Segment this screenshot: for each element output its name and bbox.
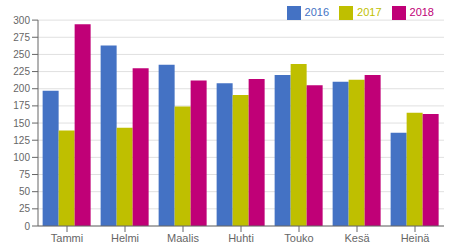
svg-text:275: 275 (13, 32, 30, 43)
svg-text:Touko: Touko (284, 232, 313, 244)
svg-text:175: 175 (13, 100, 30, 111)
svg-text:225: 225 (13, 66, 30, 77)
svg-text:25: 25 (19, 203, 31, 214)
svg-text:125: 125 (13, 135, 30, 146)
svg-text:Heinä: Heinä (401, 232, 431, 244)
svg-text:Maalis: Maalis (167, 232, 199, 244)
svg-text:200: 200 (13, 83, 30, 94)
html-text:2016: 2016 (304, 6, 329, 18)
svg-text:300: 300 (13, 15, 30, 26)
html-text:2017: 2017 (357, 6, 382, 18)
svg-text:100: 100 (13, 152, 30, 163)
svg-text:250: 250 (13, 49, 30, 60)
svg-text:Huhti: Huhti (228, 232, 254, 244)
svg-text:0: 0 (24, 221, 30, 232)
svg-text:150: 150 (13, 118, 30, 129)
svg-text:75: 75 (19, 169, 31, 180)
svg-text:Helmi: Helmi (111, 232, 139, 244)
svg-text:Kesä: Kesä (344, 232, 370, 244)
html-text:2018: 2018 (409, 6, 434, 18)
svg-text:Tammi: Tammi (51, 232, 83, 244)
svg-text:50: 50 (19, 186, 31, 197)
